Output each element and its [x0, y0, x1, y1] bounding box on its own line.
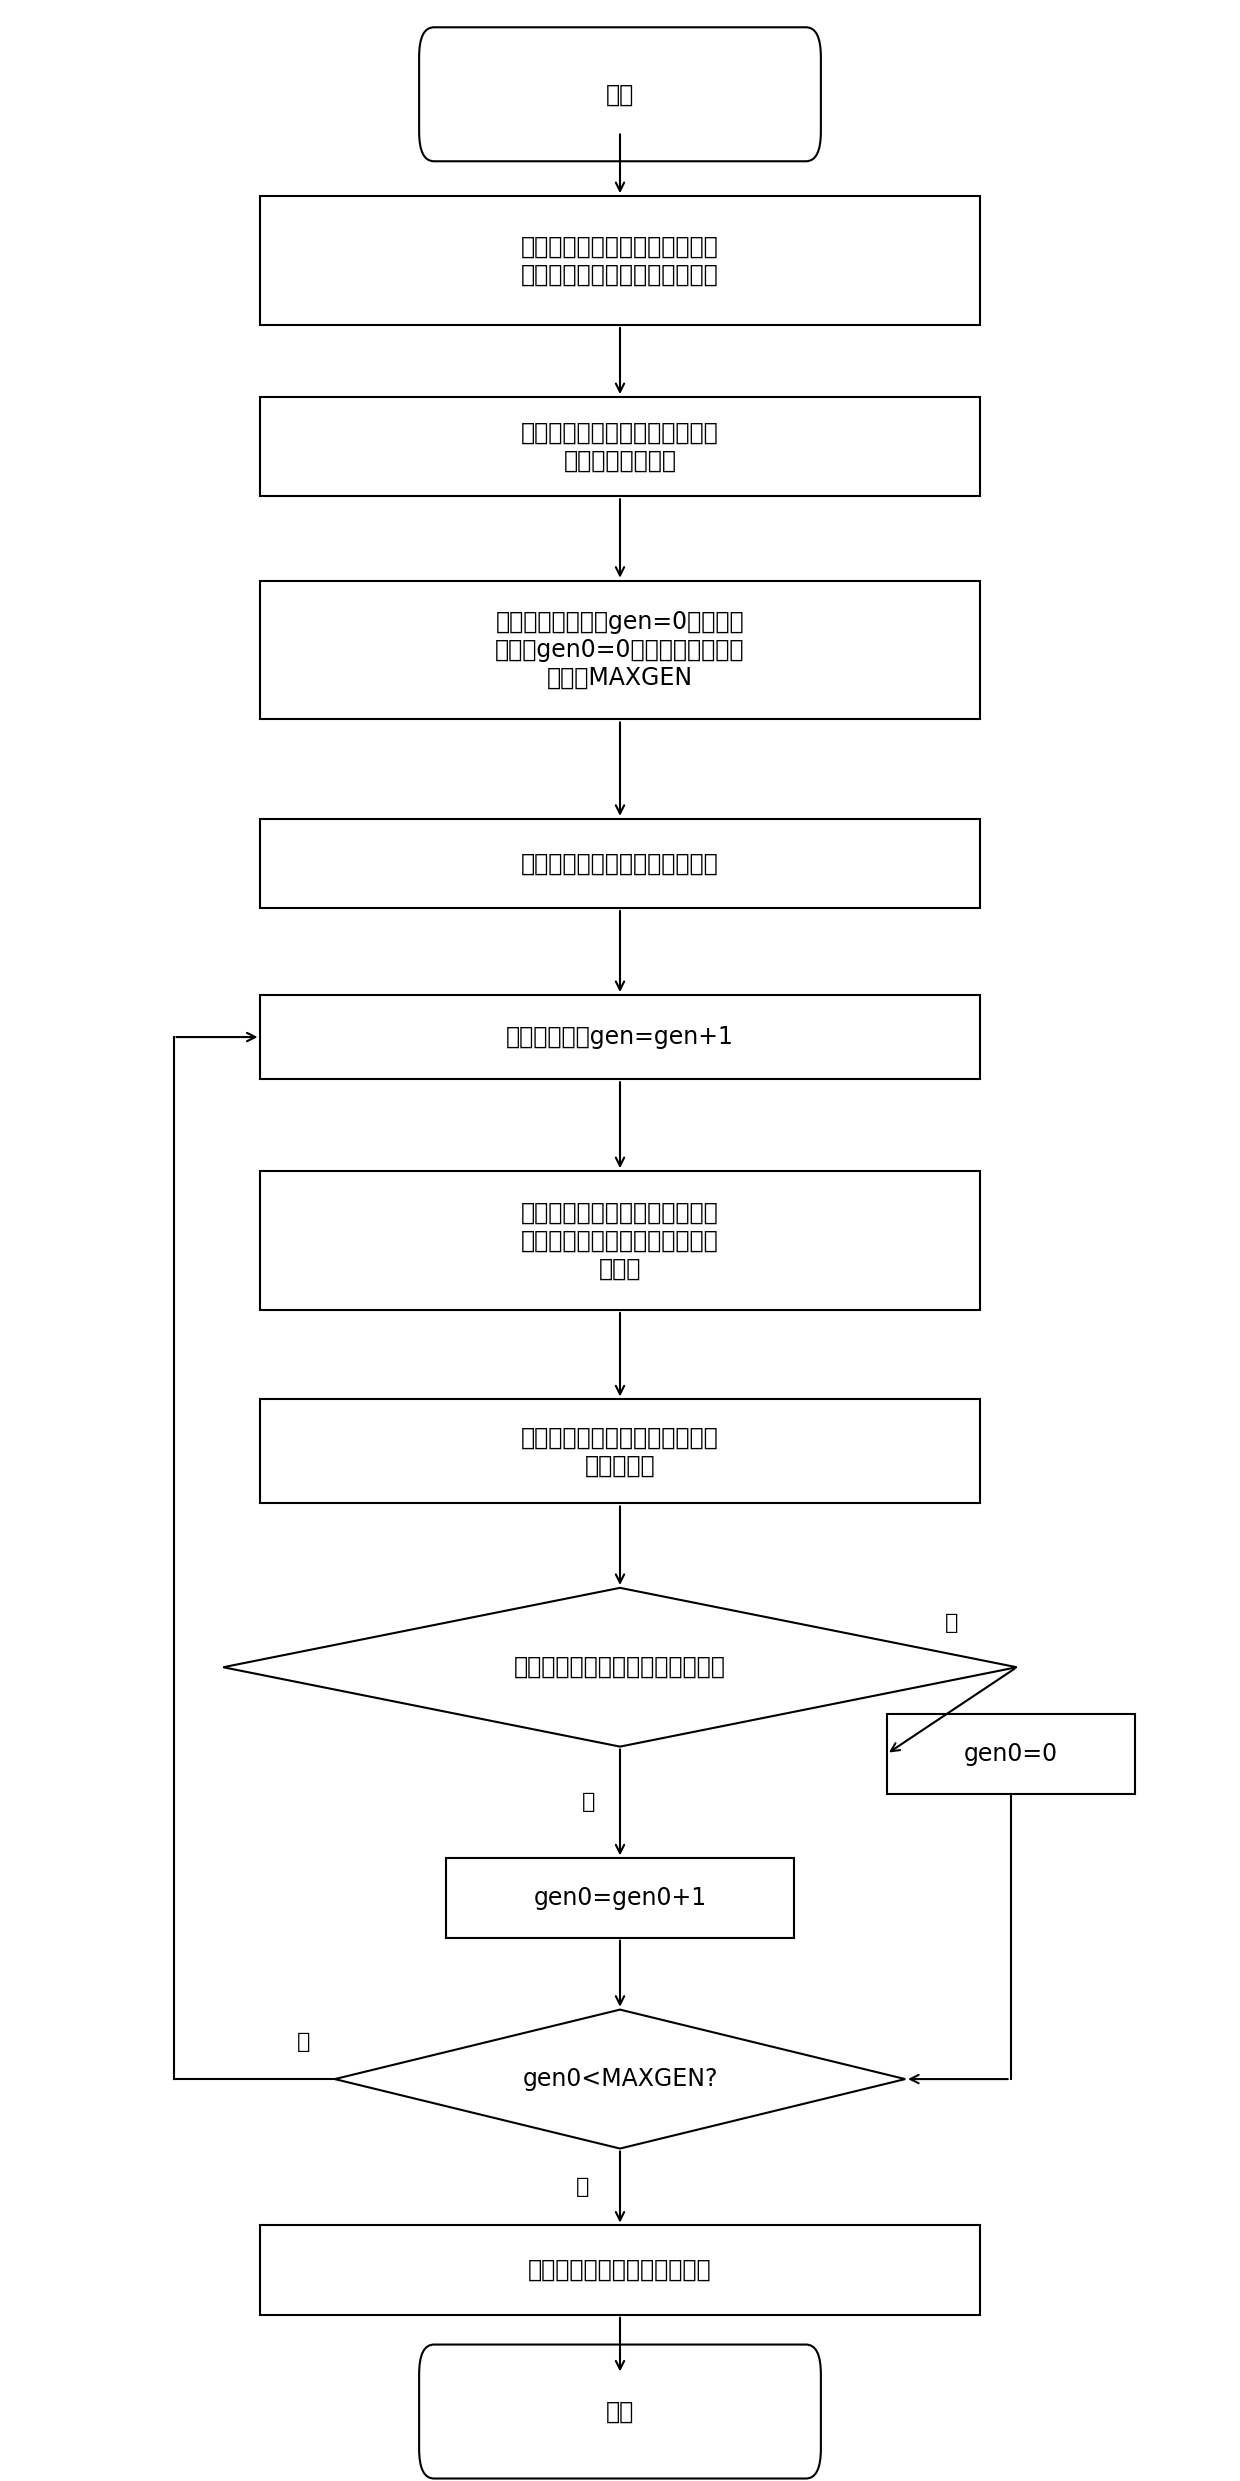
Bar	[260, 196, 980, 325]
Text: 结束: 结束	[606, 2399, 634, 2424]
Text: 否: 否	[577, 2176, 589, 2198]
Text: 当前优化值与前一次优化值相同？: 当前优化值与前一次优化值相同？	[515, 1655, 725, 1680]
Bar	[260, 819, 980, 908]
Bar	[260, 1399, 980, 1503]
Bar	[260, 397, 980, 496]
Text: 给定初始遗传代数gen=0，初始保
持代数gen0=0，最优个体最少保
持代数MAXGEN: 给定初始遗传代数gen=0，初始保 持代数gen0=0，最优个体最少保 持代数M…	[495, 610, 745, 690]
Text: 否: 否	[945, 1613, 959, 1632]
Text: gen0=0: gen0=0	[963, 1742, 1058, 1766]
Text: 是: 是	[583, 1791, 595, 1814]
Text: 初始化精华种群及其目标函数值: 初始化精华种群及其目标函数值	[521, 851, 719, 876]
Bar	[887, 1714, 1135, 1794]
FancyBboxPatch shape	[419, 27, 821, 161]
Text: 初始化种群数目、各种群个体数
目和代沟等参数，创建初始种群: 初始化种群数目、各种群个体数 目和代沟等参数，创建初始种群	[521, 236, 719, 285]
Text: gen0<MAXGEN?: gen0<MAXGEN?	[522, 2067, 718, 2091]
Text: 是: 是	[298, 2032, 310, 2052]
Text: 人工选择精华种群，并从中挑选
出最优个体: 人工选择精华种群，并从中挑选 出最优个体	[521, 1427, 719, 1476]
Text: gen0=gen0+1: gen0=gen0+1	[533, 1886, 707, 1910]
Bar	[260, 995, 980, 1079]
Text: 在一定范围内随机生成各种群交
叉概率和变异概率: 在一定范围内随机生成各种群交 叉概率和变异概率	[521, 422, 719, 471]
Text: 记录遗传代数gen=gen+1: 记录遗传代数gen=gen+1	[506, 1025, 734, 1049]
Text: 开始: 开始	[606, 82, 634, 107]
Polygon shape	[335, 2010, 905, 2149]
Bar	[446, 1858, 794, 1938]
Bar	[260, 581, 980, 719]
Text: 输出最优个体和对应的最优值: 输出最优个体和对应的最优值	[528, 2258, 712, 2283]
Bar	[260, 2225, 980, 2315]
Polygon shape	[223, 1588, 1017, 1747]
FancyBboxPatch shape	[419, 2345, 821, 2479]
Bar	[260, 1171, 980, 1310]
Text: 对各个种群计算其适应度，进行
选择、交叉、变异和重插入和移
民操作: 对各个种群计算其适应度，进行 选择、交叉、变异和重插入和移 民操作	[521, 1201, 719, 1280]
